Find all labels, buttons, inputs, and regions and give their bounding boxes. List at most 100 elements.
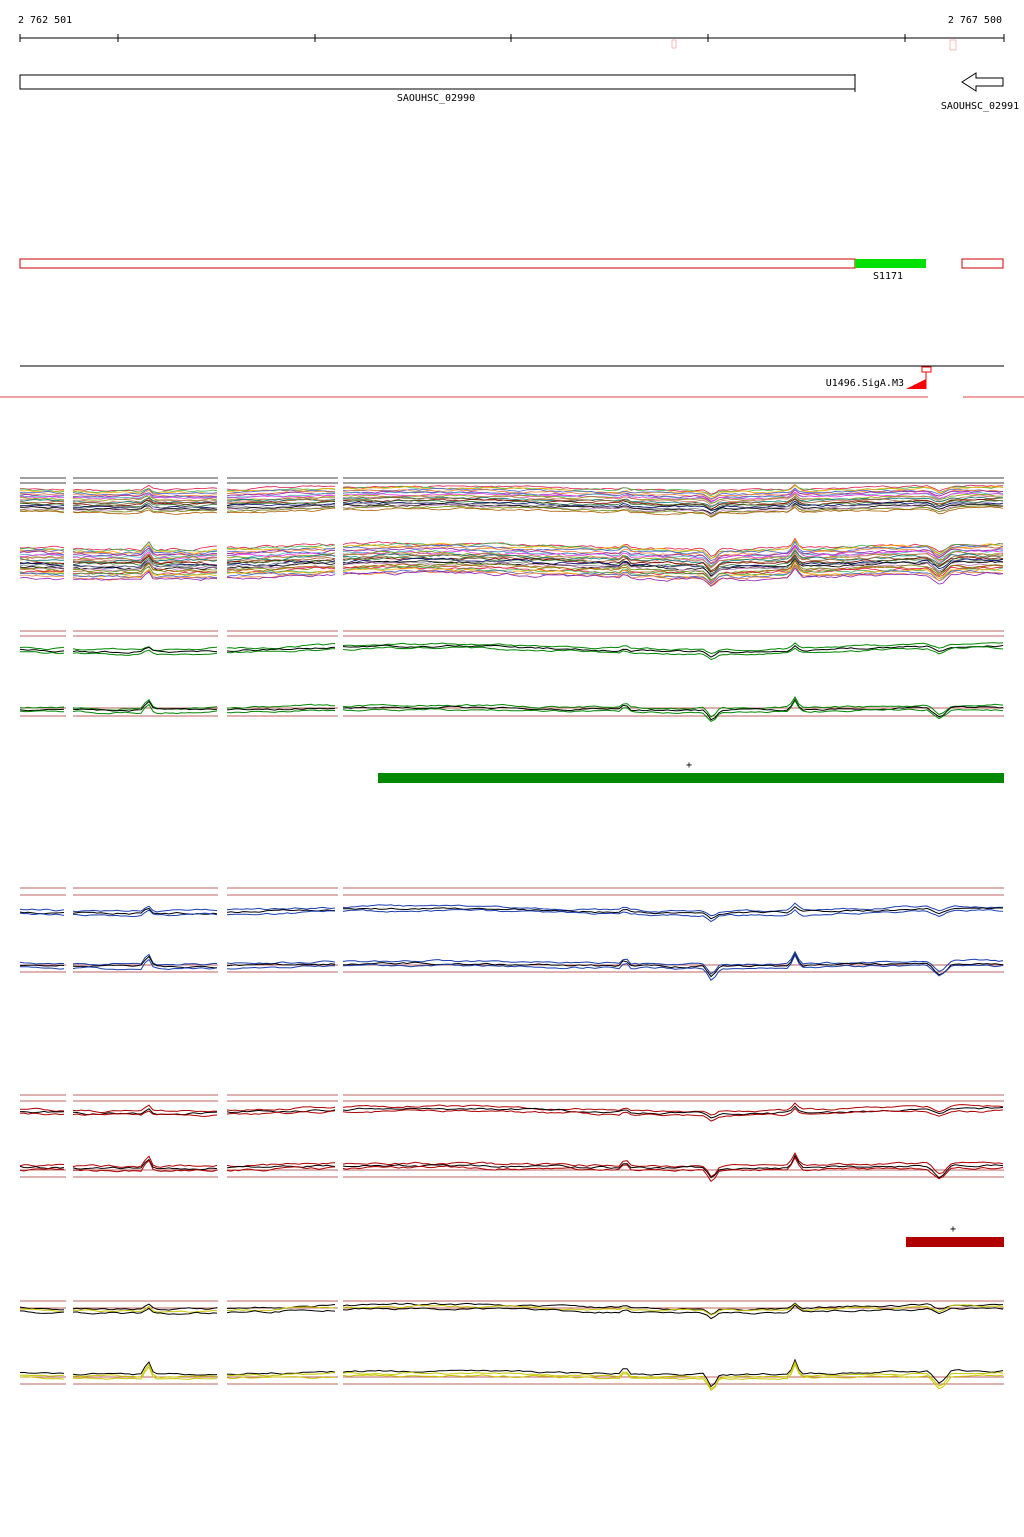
expression-trace	[19, 1107, 65, 1112]
expression-trace	[72, 1361, 218, 1376]
expression-trace	[72, 505, 218, 511]
expression-trace	[19, 495, 65, 499]
expression-trace	[342, 500, 1004, 512]
expression-trace	[226, 1166, 336, 1172]
expression-trace	[226, 646, 336, 652]
expression-trace	[19, 964, 65, 967]
expression-trace	[226, 1372, 336, 1377]
expression-trace	[19, 908, 65, 912]
marker-plus: +	[950, 1224, 956, 1235]
expression-trace	[226, 1370, 336, 1376]
expression-trace	[72, 552, 218, 562]
expression-trace	[226, 490, 336, 495]
expression-trace	[342, 506, 1004, 518]
expression-trace	[19, 508, 65, 511]
expression-trace	[72, 955, 218, 969]
expression-trace	[226, 561, 336, 567]
expression-trace	[226, 707, 335, 711]
expression-trace	[226, 544, 336, 550]
expression-trace	[342, 905, 1004, 920]
expression-trace	[19, 553, 65, 556]
expression-trace	[19, 564, 65, 568]
expression-trace	[72, 541, 218, 553]
expression-trace	[342, 540, 1004, 562]
expression-trace	[19, 572, 65, 576]
expression-trace	[342, 1102, 1004, 1116]
promoter-label: U1496.SigA.M3	[826, 378, 904, 389]
expression-trace	[227, 574, 336, 580]
gene-label: SAOUHSC_02990	[397, 93, 475, 104]
expression-trace	[342, 489, 1004, 501]
expression-trace	[72, 1365, 217, 1380]
expression-trace	[342, 558, 1004, 578]
expression-trace	[19, 706, 65, 709]
expression-trace	[20, 506, 65, 510]
gene-saouhsc-02990[interactable]	[19, 74, 856, 90]
expression-trace	[72, 500, 218, 508]
expression-trace	[20, 966, 65, 970]
expression-trace	[226, 498, 336, 502]
expression-trace	[342, 567, 1004, 587]
expression-trace	[72, 499, 218, 507]
gene-saouhsc-02991[interactable]	[961, 72, 1004, 92]
expression-trace	[342, 504, 1004, 518]
condition-bar-green[interactable]	[378, 773, 1004, 783]
expression-trace	[19, 651, 65, 654]
expression-trace	[342, 554, 1004, 573]
expression-trace	[72, 560, 218, 572]
expression-trace	[342, 501, 1004, 515]
expression-trace	[19, 500, 65, 504]
expression-trace	[342, 1156, 1004, 1183]
expression-trace	[72, 1307, 218, 1315]
expression-trace	[226, 552, 336, 558]
expression-trace	[19, 553, 65, 558]
expression-trace	[72, 557, 218, 567]
expression-trace	[72, 646, 218, 651]
promoter-track: U1496.SigA.M3	[0, 365, 1024, 398]
expression-trace	[72, 1159, 218, 1173]
expression-trace	[72, 649, 218, 656]
expression-trace	[19, 1306, 65, 1311]
expression-trace	[19, 545, 65, 549]
expression-trace	[226, 643, 336, 650]
expression-trace	[19, 1310, 65, 1314]
gene-track: SAOUHSC_02990 SAOUHSC_02991	[19, 72, 1019, 112]
segment-s1171[interactable]	[855, 259, 926, 268]
expression-trace	[226, 906, 336, 911]
expression-trace	[342, 544, 1004, 565]
expression-trace	[226, 554, 336, 561]
expression-trace	[19, 497, 65, 501]
expression-trace	[72, 565, 218, 576]
segment-label: S1171	[873, 271, 903, 282]
expression-trace	[19, 1165, 65, 1170]
expression-trace	[19, 557, 65, 562]
expression-trace	[72, 484, 218, 492]
expression-trace	[72, 507, 218, 513]
expression-trace	[342, 1152, 1004, 1178]
expression-trace	[342, 698, 1004, 721]
expression-trace	[342, 491, 1004, 503]
promoter-u1496-siga-m3[interactable]	[906, 379, 926, 389]
expression-trace	[72, 1363, 218, 1379]
expression-trace	[226, 489, 336, 494]
expression-trace	[226, 965, 336, 970]
expression-trace	[19, 499, 64, 502]
expression-trace	[226, 910, 336, 916]
expression-trace	[342, 487, 1004, 500]
expression-trace	[226, 494, 336, 499]
condition-bar-red[interactable]	[906, 1237, 1004, 1247]
expression-trace	[342, 538, 1004, 560]
expression-trace	[72, 509, 218, 515]
expression-trace	[226, 703, 336, 709]
expression-trace	[19, 568, 65, 573]
expression-trace	[342, 557, 1004, 577]
expression-trace	[19, 574, 65, 577]
expression-trace	[72, 1305, 218, 1313]
expression-trace	[342, 484, 1004, 498]
expression-trace	[226, 648, 335, 654]
expression-trace	[226, 496, 336, 502]
expression-trace	[19, 562, 65, 567]
expression-trace	[72, 699, 218, 711]
expression-trace	[19, 490, 65, 495]
expression-trace	[19, 576, 65, 581]
